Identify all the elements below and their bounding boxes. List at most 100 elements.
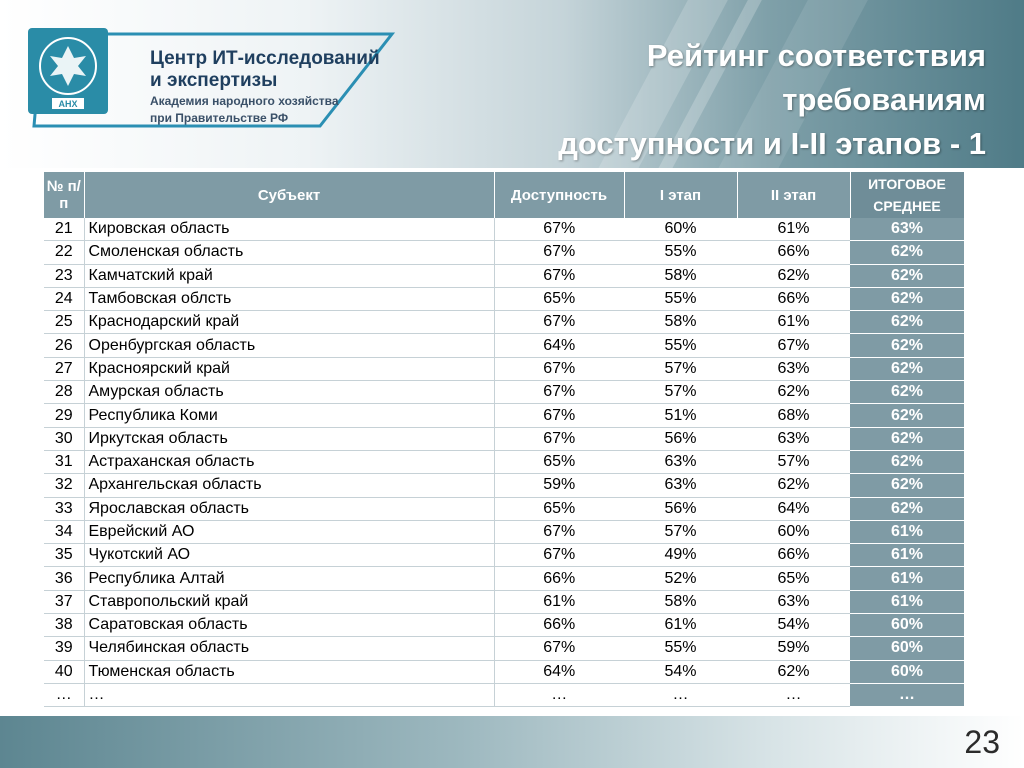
cell-stage2: 66% xyxy=(737,287,850,312)
cell-stage1: 58% xyxy=(624,590,737,615)
cell-access: 67% xyxy=(494,543,624,568)
cell-subject: Красноярский край xyxy=(84,357,495,382)
cell-stage2: 62% xyxy=(737,473,850,498)
cell-final: 63% xyxy=(850,218,964,242)
cell-stage2: 63% xyxy=(737,357,850,382)
cell-subject: Камчатский край xyxy=(84,264,495,288)
table-row: 23 Камчатский край 67% 58% 62% 62% xyxy=(44,264,964,288)
cell-access: 67% xyxy=(494,310,624,335)
table-row: 25 Краснодарский край 67% 58% 61% 62% xyxy=(44,310,964,335)
cell-num: 37 xyxy=(44,590,85,615)
cell-access: 67% xyxy=(494,357,624,382)
table-row: 35 Чукотский АО 67% 49% 66% 61% xyxy=(44,543,964,568)
cell-access: 67% xyxy=(494,427,624,451)
cell-stage1: 61% xyxy=(624,613,737,638)
cell-num: 31 xyxy=(44,450,85,475)
cell-stage2: 63% xyxy=(737,427,850,451)
cell-subject: Астраханская область xyxy=(84,450,495,475)
cell-final: 60% xyxy=(850,660,964,684)
cell-final: 61% xyxy=(850,590,964,615)
cell-stage1: 52% xyxy=(624,566,737,591)
cell-num: 29 xyxy=(44,403,85,428)
cell-subject: Тамбовская облсть xyxy=(84,287,495,312)
cell-access: 59% xyxy=(494,473,624,498)
slide-title: Рейтинг соответствия требованиям доступн… xyxy=(558,34,986,166)
ranking-table-container: № п/п Субъект Доступность I этап II этап… xyxy=(44,172,965,708)
cell-subject: Ярославская область xyxy=(84,497,495,521)
cell-final: 62% xyxy=(850,403,964,428)
cell-final: 62% xyxy=(850,497,964,521)
table-row: 40 Тюменская область 64% 54% 62% 60% xyxy=(44,660,964,684)
cell-stage2: 67% xyxy=(737,333,850,358)
cell-stage2: 65% xyxy=(737,566,850,591)
cell-subject: Саратовская область xyxy=(84,613,495,638)
cell-num: 22 xyxy=(44,240,85,265)
cell-subject: Тюменская область xyxy=(84,660,495,684)
cell-stage1: 57% xyxy=(624,380,737,405)
header-num: № п/п xyxy=(44,172,85,218)
cell-access: 65% xyxy=(494,450,624,475)
cell-subject: Кировская область xyxy=(84,218,495,242)
cell-stage1: 57% xyxy=(624,520,737,545)
cell-stage2: 64% xyxy=(737,497,850,521)
cell-final: 62% xyxy=(850,473,964,498)
cell-stage2: 62% xyxy=(737,264,850,288)
table-row: 32 Архангельская область 59% 63% 62% 62% xyxy=(44,473,964,498)
cell-final: … xyxy=(850,683,964,708)
header-stage1: I этап xyxy=(624,172,738,218)
cell-subject: Республика Алтай xyxy=(84,566,495,591)
cell-subject: … xyxy=(84,683,495,708)
footer-band xyxy=(0,716,1024,768)
cell-subject: Смоленская область xyxy=(84,240,495,265)
cell-subject: Иркутская область xyxy=(84,427,495,451)
header-subject: Субъект xyxy=(84,172,495,218)
cell-stage2: 57% xyxy=(737,450,850,475)
cell-final: 61% xyxy=(850,543,964,568)
cell-num: 34 xyxy=(44,520,85,545)
cell-num: 28 xyxy=(44,380,85,405)
cell-stage2: 61% xyxy=(737,310,850,335)
cell-num: 40 xyxy=(44,660,85,684)
cell-num: 38 xyxy=(44,613,85,638)
cell-access: 67% xyxy=(494,520,624,545)
cell-access: 67% xyxy=(494,380,624,405)
cell-stage2: 59% xyxy=(737,636,850,661)
cell-stage1: 60% xyxy=(624,218,737,242)
cell-num: … xyxy=(44,683,85,708)
table-row: 28 Амурская область 67% 57% 62% 62% xyxy=(44,380,964,405)
cell-final: 62% xyxy=(850,357,964,382)
slide-title-line3: доступности и I-II этапов - 1 xyxy=(558,126,986,161)
header-stage2: II этап xyxy=(737,172,851,218)
cell-access: 67% xyxy=(494,218,624,242)
table-row: 33 Ярославская область 65% 56% 64% 62% xyxy=(44,497,964,521)
cell-stage2: 61% xyxy=(737,218,850,242)
header-access: Доступность xyxy=(494,172,625,218)
table-body: 21 Кировская область 67% 60% 61% 63% 22 Смоленс… xyxy=(44,218,964,708)
table-row: 30 Иркутская область 67% 56% 63% 62% xyxy=(44,427,964,451)
table-row: 29 Республика Коми 67% 51% 68% 62% xyxy=(44,403,964,428)
cell-num: 27 xyxy=(44,357,85,382)
cell-final: 62% xyxy=(850,450,964,475)
table-row: 39 Челябинская область 67% 55% 59% 60% xyxy=(44,636,964,661)
cell-stage2: 62% xyxy=(737,660,850,684)
cell-stage2: 66% xyxy=(737,543,850,568)
cell-stage1: 63% xyxy=(624,473,737,498)
cell-subject: Чукотский АО xyxy=(84,543,495,568)
page-number: 23 xyxy=(964,724,1000,760)
header-band xyxy=(0,0,1024,168)
cell-num: 26 xyxy=(44,333,85,358)
cell-final: 62% xyxy=(850,264,964,288)
cell-stage1: 54% xyxy=(624,660,737,684)
cell-stage1: 58% xyxy=(624,310,737,335)
logo-subtitle-line1: Академия народного хозяйства xyxy=(150,94,339,108)
cell-final: 62% xyxy=(850,333,964,358)
table-row: 34 Еврейский АО 67% 57% 60% 61% xyxy=(44,520,964,545)
cell-subject: Еврейский АО xyxy=(84,520,495,545)
cell-subject: Республика Коми xyxy=(84,403,495,428)
table-row: 31 Астраханская область 65% 63% 57% 62% xyxy=(44,450,964,475)
cell-stage1: 49% xyxy=(624,543,737,568)
cell-stage1: 55% xyxy=(624,636,737,661)
cell-stage1: 56% xyxy=(624,427,737,451)
cell-stage2: 68% xyxy=(737,403,850,428)
cell-num: 32 xyxy=(44,473,85,498)
